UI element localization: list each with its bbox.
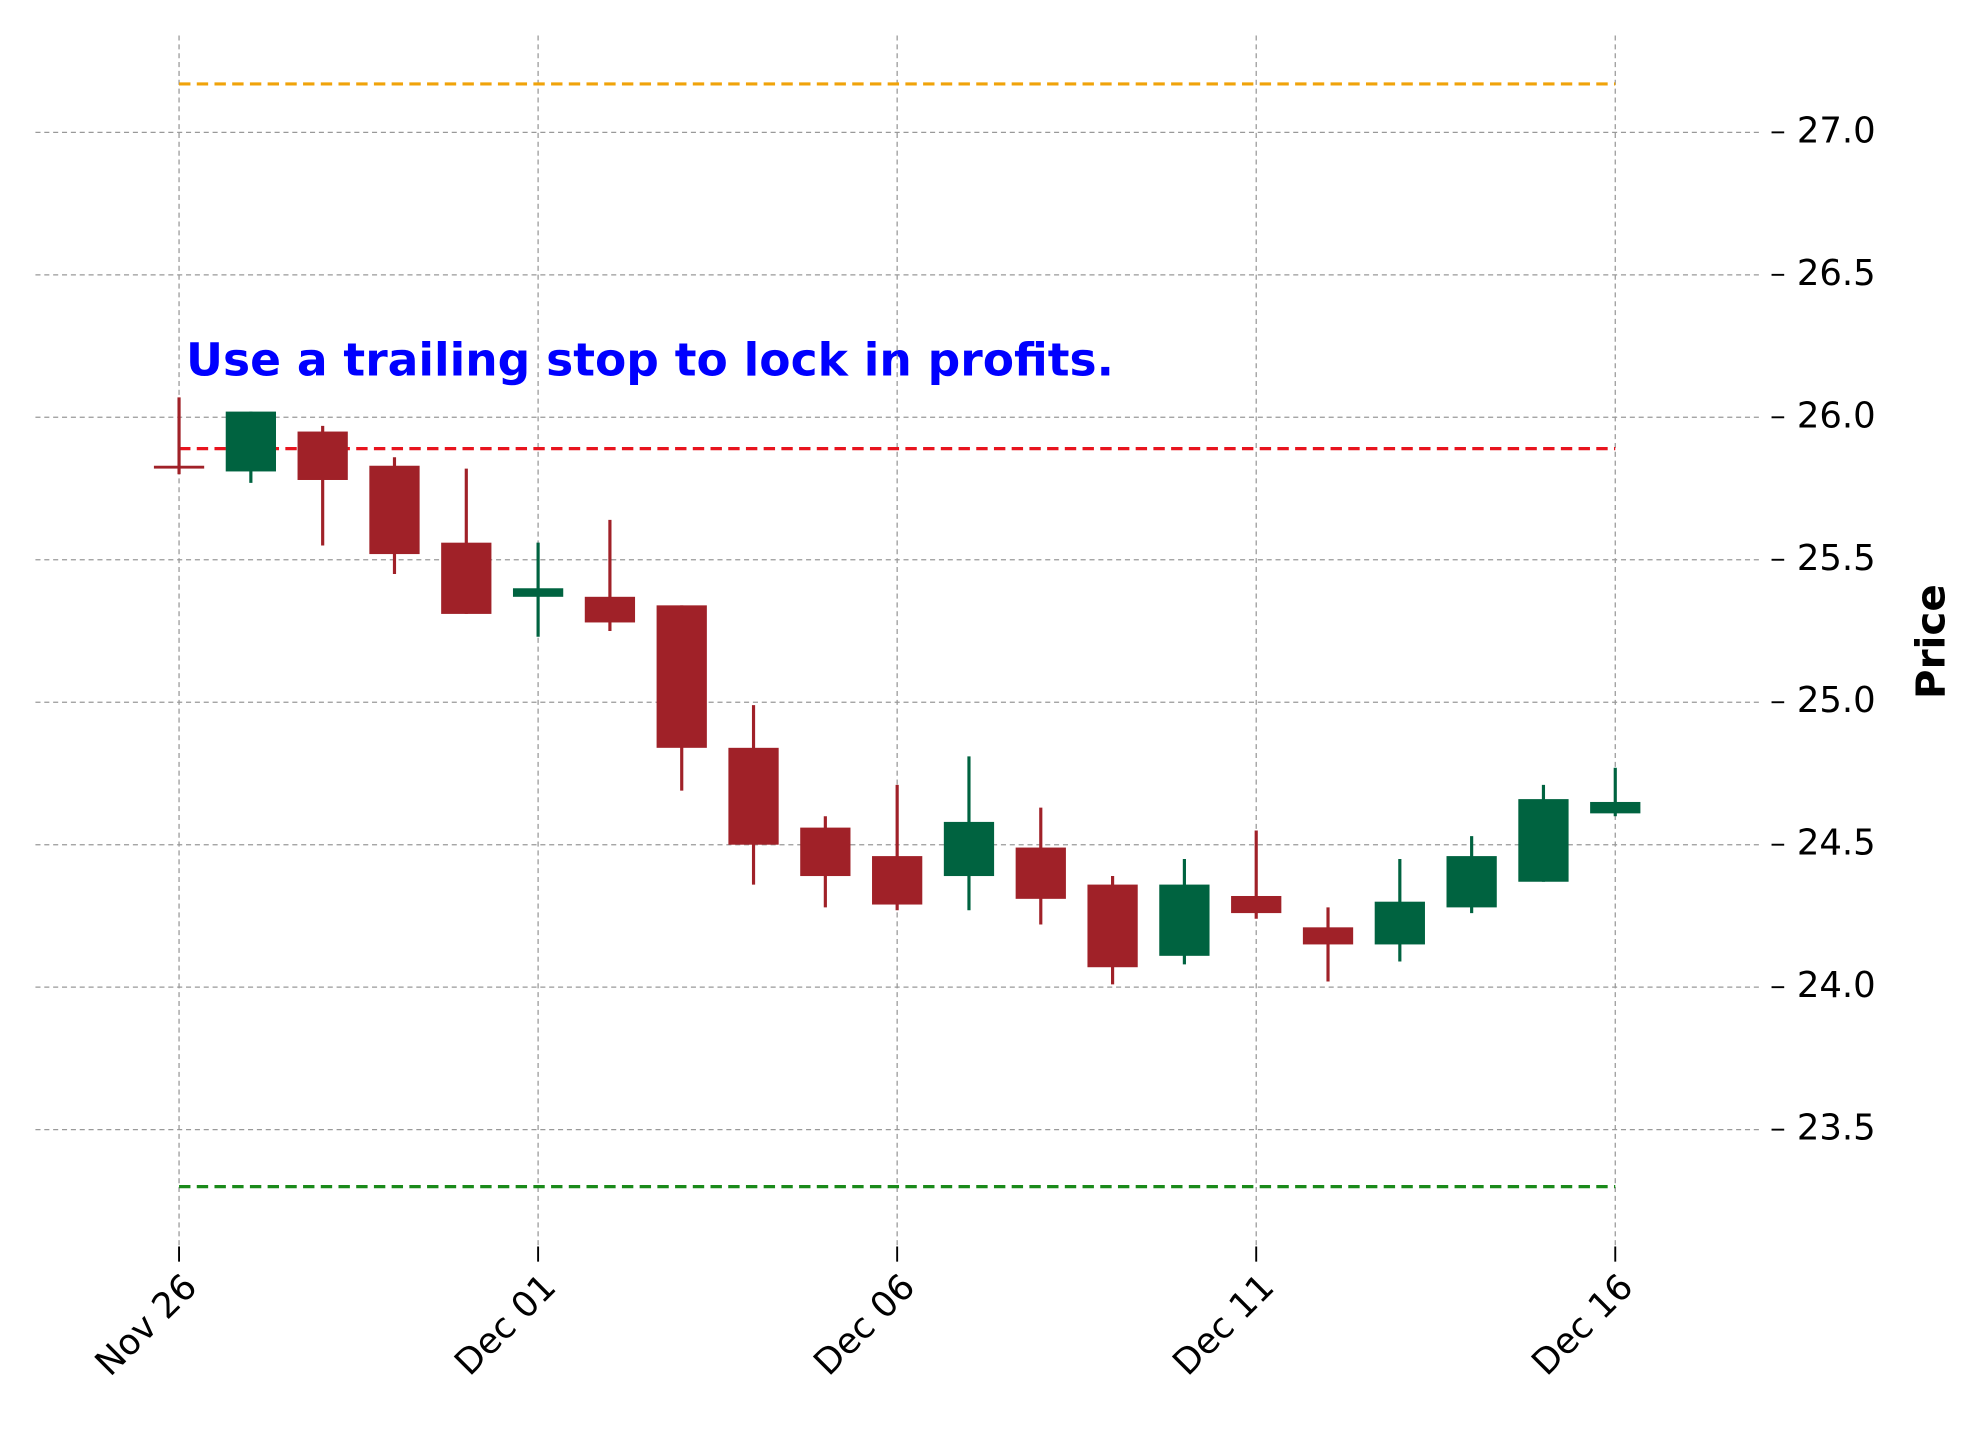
candle-body (1015, 847, 1066, 899)
y-tick-label: 24.5 (1797, 823, 1876, 864)
candle-body (1231, 895, 1282, 914)
candle-body (1302, 927, 1354, 945)
y-tick-label: 25.0 (1797, 680, 1876, 721)
y-axis-label: Price (1907, 584, 1955, 699)
candle-body (1374, 901, 1425, 945)
candle-body (1590, 801, 1641, 814)
x-tick-label: Dec 06 (806, 1266, 923, 1383)
annotation: Use a trailing stop to lock in profits. (186, 334, 1114, 387)
candle-body (872, 856, 923, 905)
candle-body (728, 747, 779, 845)
y-tick-label: 23.5 (1797, 1108, 1876, 1149)
candle-body (369, 465, 420, 555)
x-tick-label: Dec 01 (447, 1266, 564, 1383)
x-tick-label: Nov 26 (87, 1266, 205, 1384)
candle-body (943, 821, 995, 877)
candle-body (584, 596, 636, 623)
y-tick-label: 26.5 (1797, 253, 1876, 294)
candle-body (1159, 884, 1210, 956)
candle-body (1087, 884, 1138, 968)
candle-body (512, 588, 564, 597)
candle-body (153, 465, 205, 469)
y-tick-label: 27.0 (1797, 110, 1876, 151)
candle-body (656, 605, 707, 748)
y-tick-label: 24.0 (1797, 965, 1876, 1006)
candle-body (297, 431, 348, 480)
y-tick-label: 25.5 (1797, 538, 1876, 579)
candle-body (800, 827, 851, 877)
x-tick-label: Dec 11 (1165, 1266, 1282, 1383)
candle-body (1518, 799, 1569, 882)
candle-body (225, 411, 276, 472)
candle-body (1446, 856, 1497, 908)
y-tick-label: 26.0 (1797, 395, 1876, 436)
x-tick-label: Dec 16 (1524, 1266, 1641, 1383)
candle-body (441, 542, 492, 614)
